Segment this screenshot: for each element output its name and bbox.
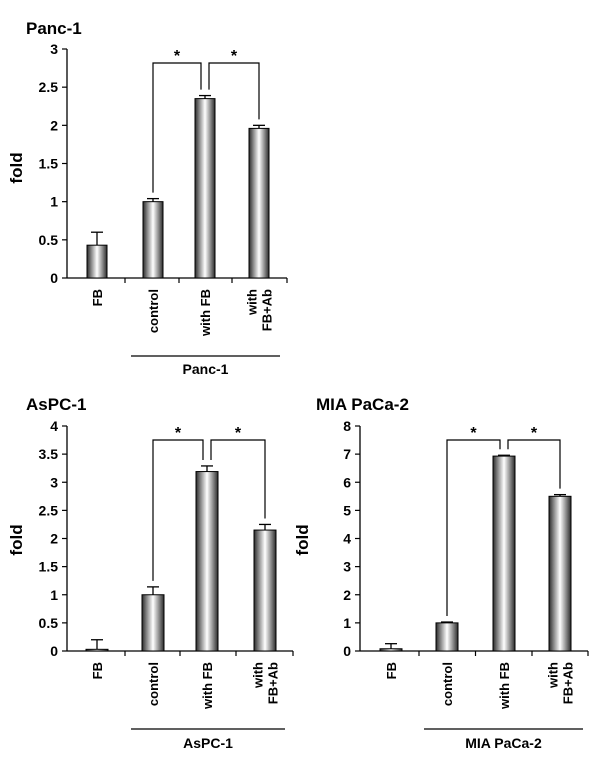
category-label: control [146, 289, 161, 333]
y-axis-label: fold [7, 524, 26, 555]
y-axis-label: fold [293, 524, 312, 555]
y-tick-label: 2 [343, 587, 351, 603]
chart-panc-1: Panc-1 fold Panc-1 0 0.5 1 1.5 2 2.5 3 FB contro… [7, 19, 288, 377]
y-tick-label: 0.5 [39, 232, 59, 248]
bar [86, 244, 108, 279]
y-tick-label: 3.5 [39, 446, 59, 462]
significance-label: * [175, 425, 182, 442]
category-label: FB+Ab [561, 662, 576, 704]
category-label: with FB [200, 662, 215, 710]
category-label: with [251, 662, 266, 689]
bar [85, 648, 109, 652]
significance-bracket [152, 439, 204, 581]
bar [142, 201, 164, 279]
y-tick-label: 2.5 [39, 79, 59, 95]
y-tick-label: 0.5 [39, 615, 59, 631]
group-label: MIA PaCa-2 [465, 735, 542, 751]
bar [492, 455, 516, 652]
chart-title: MIA PaCa-2 [316, 395, 409, 414]
significance-bracket [507, 439, 561, 489]
y-tick-label: 0 [50, 643, 58, 659]
group-label: AsPC-1 [183, 735, 233, 751]
y-tick-label: 2 [50, 117, 58, 133]
category-label: with [245, 289, 260, 316]
y-tick-label: 4 [50, 418, 58, 434]
bar [379, 648, 403, 652]
y-tick-label: 5 [343, 502, 351, 518]
y-tick-label: 0 [343, 643, 351, 659]
category-label: FB+Ab [266, 662, 281, 704]
significance-bracket [210, 439, 266, 519]
y-tick-label: 4 [343, 531, 351, 547]
y-tick-label: 2 [50, 531, 58, 547]
y-tick-label: 3 [343, 559, 351, 575]
y-tick-label: 6 [343, 474, 351, 490]
y-tick-label: 3 [50, 41, 58, 57]
chart-aspc-1: AsPC-1 fold AsPC-1 0 0.5 1 1.5 2 2.5 3 3.5 4 FB co… [7, 395, 294, 751]
category-label: with FB [497, 662, 512, 710]
significance-bracket [446, 439, 501, 617]
y-tick-label: 0 [50, 270, 58, 286]
significance-label: * [231, 48, 238, 65]
y-tick-label: 7 [343, 446, 351, 462]
y-tick-label: 2.5 [39, 502, 59, 518]
category-label: with [546, 662, 561, 689]
category-label: FB+Ab [260, 289, 275, 331]
y-axis-label: fold [7, 152, 26, 183]
y-tick-label: 8 [343, 418, 351, 434]
bar [195, 471, 219, 652]
significance-label: * [174, 48, 181, 65]
y-tick-label: 1 [343, 615, 351, 631]
category-label: FB [90, 662, 105, 679]
y-tick-label: 1.5 [39, 156, 59, 172]
category-label: with FB [198, 289, 213, 337]
group-label: Panc-1 [183, 361, 229, 377]
significance-bracket [152, 62, 202, 193]
bar [253, 529, 277, 652]
significance-label: * [235, 425, 242, 442]
bar [194, 98, 216, 279]
significance-label: * [470, 425, 477, 442]
significance-label: * [531, 425, 538, 442]
category-label: FB [384, 662, 399, 679]
chart-mia-paca-2: MIA PaCa-2 fold MIA PaCa-2 0 1 2 3 4 5 6 7 8 FB co… [293, 395, 589, 751]
bar [548, 495, 572, 652]
y-tick-label: 1.5 [39, 559, 59, 575]
y-tick-label: 3 [50, 474, 58, 490]
bar [248, 127, 270, 279]
chart-title: AsPC-1 [26, 395, 86, 414]
category-label: control [440, 662, 455, 706]
chart-title: Panc-1 [26, 19, 82, 38]
category-label: control [146, 662, 161, 706]
bar [435, 622, 459, 652]
significance-bracket [208, 62, 260, 120]
y-tick-label: 1 [50, 587, 58, 603]
bar [141, 594, 165, 652]
y-tick-label: 1 [50, 194, 58, 210]
category-label: FB [90, 289, 105, 306]
